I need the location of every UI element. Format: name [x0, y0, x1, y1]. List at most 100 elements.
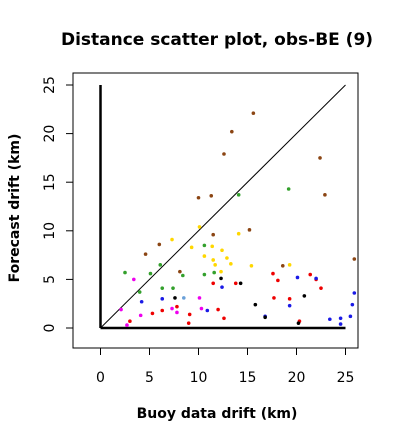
x-tick-label: 25 — [337, 370, 355, 386]
data-point — [178, 269, 182, 274]
data-point — [211, 232, 215, 237]
plot-area: 0 5 10 15 20 25 0 5 10 15 20 25 — [42, 72, 359, 386]
data-point — [139, 299, 144, 304]
data-point — [272, 296, 276, 300]
data-point — [233, 281, 238, 286]
data-point — [323, 193, 327, 197]
data-point — [249, 263, 254, 268]
data-point — [238, 281, 243, 286]
x-tick-label: 10 — [190, 370, 208, 386]
plot-frame — [72, 72, 359, 349]
data-point — [348, 314, 353, 319]
y-tick-label: 0 — [42, 324, 58, 333]
data-point — [210, 244, 215, 249]
data-point — [287, 297, 292, 301]
data-point — [308, 272, 313, 277]
data-point — [236, 231, 241, 236]
y-tick-label: 5 — [42, 275, 58, 284]
data-point — [123, 270, 127, 275]
data-point — [338, 316, 343, 321]
data-point — [247, 228, 252, 232]
data-point — [132, 277, 136, 282]
data-point — [230, 129, 234, 134]
data-point — [271, 271, 275, 276]
data-point — [181, 273, 185, 278]
data-point — [287, 303, 292, 308]
data-point — [171, 286, 175, 290]
data-point — [160, 308, 165, 313]
data-point — [287, 263, 292, 267]
data-point — [160, 286, 165, 290]
data-point — [125, 323, 129, 327]
data-point — [189, 245, 194, 250]
data-point — [119, 307, 123, 312]
data-point — [318, 156, 322, 160]
data-point — [219, 269, 223, 274]
data-point — [173, 296, 177, 300]
data-point — [175, 310, 179, 315]
data-point — [350, 302, 355, 307]
data-point — [205, 308, 210, 313]
data-point — [197, 296, 202, 300]
data-point — [158, 263, 163, 267]
data-point — [143, 252, 148, 256]
data-point — [225, 256, 229, 260]
x-tick-label: 5 — [145, 370, 154, 386]
data-point — [328, 317, 332, 322]
x-tick-label: 15 — [239, 370, 257, 386]
data-point — [286, 187, 291, 191]
data-point — [202, 254, 207, 258]
data-point — [196, 195, 201, 200]
y-axis-label: Forecast drift (km) — [7, 134, 23, 283]
data-point — [253, 302, 258, 307]
data-point — [170, 306, 174, 311]
data-point — [251, 111, 256, 115]
data-point — [138, 313, 143, 318]
data-point — [170, 237, 174, 242]
data-point — [220, 285, 224, 289]
data-point — [302, 294, 307, 298]
data-point — [338, 322, 343, 326]
data-point — [280, 263, 285, 268]
data-point — [182, 296, 186, 300]
data-point — [211, 281, 215, 286]
identity-line — [100, 84, 346, 329]
data-point — [352, 291, 357, 295]
data-point — [202, 243, 207, 248]
data-point — [202, 272, 207, 277]
data-point — [137, 290, 142, 294]
data-point — [220, 248, 224, 253]
data-point — [222, 316, 226, 321]
x-tick-label: 0 — [96, 370, 105, 386]
data-point — [236, 193, 241, 197]
data-point — [211, 258, 215, 262]
data-point — [314, 276, 318, 281]
data-point — [296, 321, 301, 325]
data-point — [148, 271, 153, 276]
x-axis-label: Buoy data drift (km) — [137, 406, 298, 422]
x-tick-label: 20 — [288, 370, 306, 386]
data-point — [199, 306, 204, 311]
data-point — [213, 263, 217, 267]
data-point — [197, 225, 202, 229]
y-tick-label: 15 — [42, 173, 58, 191]
y-tick-label: 25 — [42, 76, 58, 94]
data-point — [187, 312, 192, 317]
data-point — [128, 319, 132, 323]
data-point — [157, 242, 162, 247]
data-point — [352, 257, 357, 261]
data-point — [160, 297, 165, 301]
data-point — [150, 311, 155, 316]
data-point — [276, 278, 280, 283]
data-point — [186, 321, 191, 325]
y-tick-label: 10 — [42, 222, 58, 240]
chart-title: Distance scatter plot, obs-BE (9) — [61, 30, 373, 50]
data-point — [212, 270, 216, 275]
data-point — [295, 275, 300, 280]
data-point — [222, 152, 226, 156]
data-point — [219, 276, 223, 281]
y-tick-label: 20 — [42, 125, 58, 143]
data-point — [216, 307, 220, 312]
